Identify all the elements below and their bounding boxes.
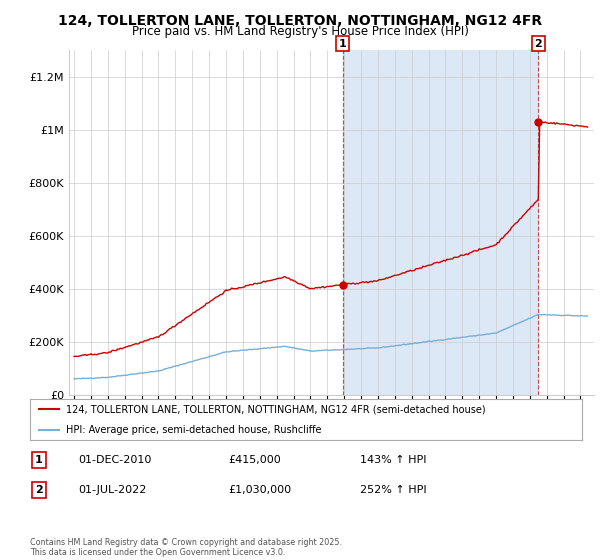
Text: 143% ↑ HPI: 143% ↑ HPI [360,455,427,465]
Text: 252% ↑ HPI: 252% ↑ HPI [360,485,427,495]
Text: £1,030,000: £1,030,000 [228,485,291,495]
Text: 124, TOLLERTON LANE, TOLLERTON, NOTTINGHAM, NG12 4FR: 124, TOLLERTON LANE, TOLLERTON, NOTTINGH… [58,14,542,28]
Text: 1: 1 [339,39,347,49]
Text: 2: 2 [535,39,542,49]
Text: 01-JUL-2022: 01-JUL-2022 [78,485,146,495]
Text: HPI: Average price, semi-detached house, Rushcliffe: HPI: Average price, semi-detached house,… [66,424,322,435]
Text: 01-DEC-2010: 01-DEC-2010 [78,455,151,465]
Text: 1: 1 [35,455,43,465]
Text: 124, TOLLERTON LANE, TOLLERTON, NOTTINGHAM, NG12 4FR (semi-detached house): 124, TOLLERTON LANE, TOLLERTON, NOTTINGH… [66,404,485,414]
Text: £415,000: £415,000 [228,455,281,465]
Text: Price paid vs. HM Land Registry's House Price Index (HPI): Price paid vs. HM Land Registry's House … [131,25,469,38]
Text: Contains HM Land Registry data © Crown copyright and database right 2025.
This d: Contains HM Land Registry data © Crown c… [30,538,342,557]
Text: 2: 2 [35,485,43,495]
Bar [343,50,538,395]
